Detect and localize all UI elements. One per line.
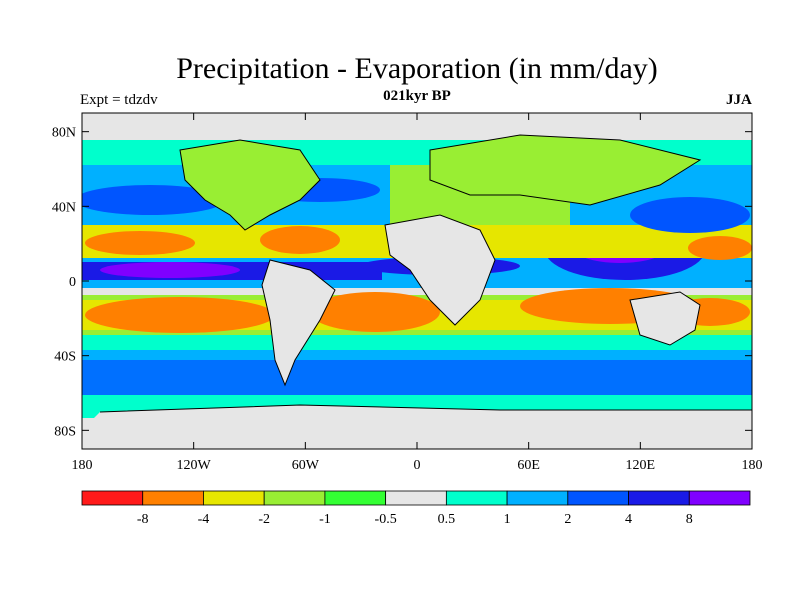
colorbar-swatch <box>445 490 508 506</box>
colorbar-swatch <box>324 490 387 506</box>
colorbar-label: -8 <box>137 512 149 527</box>
colorbar-swatch <box>506 490 569 506</box>
map-axes: 80N 40N 0 40S 80S 180 120W 60W 0 60E 120E 180 <box>52 113 763 473</box>
colorbar-label: 8 <box>686 512 693 527</box>
colorbar-label: 1 <box>504 512 511 527</box>
colorbar-swatch <box>628 490 690 506</box>
lon-tick-label: 180 <box>742 458 763 473</box>
lat-tick-label: 0 <box>69 275 76 290</box>
lon-tick-label: 120E <box>626 458 656 473</box>
lon-tick-label: 60E <box>517 458 540 473</box>
lon-tick-label: 60W <box>292 458 320 473</box>
colorbar-label: 2 <box>564 512 571 527</box>
experiment-label: Expt = tdzdv <box>80 92 158 108</box>
colorbar-swatch <box>81 490 144 506</box>
colorbar-label: -0.5 <box>375 512 397 527</box>
colorbar-swatch <box>688 490 751 506</box>
plot-title: Precipitation - Evaporation (in mm/day) <box>176 52 658 85</box>
colorbar-swatch <box>385 490 447 506</box>
time-label: 021kyr BP <box>383 88 451 104</box>
colorbar-swatch <box>142 490 204 506</box>
season-label: JJA <box>726 92 752 108</box>
precip-field <box>82 113 752 449</box>
colorbar-label: 4 <box>625 512 632 527</box>
colorbar-legend: -8 -4 -2 -1 -0.5 0.5 1 2 4 8 <box>81 490 751 527</box>
colorbar-label: -1 <box>319 512 331 527</box>
lat-tick-label: 40N <box>52 200 76 215</box>
lon-tick-label: 0 <box>414 458 421 473</box>
colorbar-label: -2 <box>258 512 270 527</box>
colorbar-label: -4 <box>198 512 210 527</box>
lon-tick-label: 180 <box>72 458 93 473</box>
colorbar-label: 0.5 <box>438 512 456 527</box>
lat-tick-label: 80S <box>54 424 76 439</box>
lat-tick-label: 40S <box>54 350 76 365</box>
colorbar-swatch <box>203 490 265 506</box>
colorbar-swatch <box>567 490 629 506</box>
lat-tick-label: 80N <box>52 126 76 141</box>
colorbar-swatch <box>263 490 326 506</box>
coastlines <box>99 134 752 413</box>
lon-tick-label: 120W <box>177 458 212 473</box>
